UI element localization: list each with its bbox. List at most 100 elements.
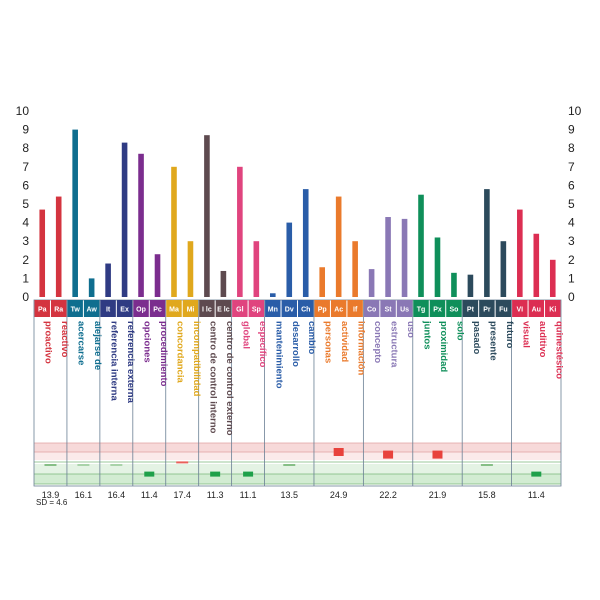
- abbr-box: [265, 300, 281, 317]
- y-tick-label-right: 6: [568, 178, 575, 192]
- bar-mi: [187, 241, 194, 297]
- bar-tg: [418, 194, 424, 297]
- y-tick-label-right: 8: [568, 141, 575, 155]
- group-marker: [44, 464, 57, 466]
- group-marker: [383, 450, 394, 459]
- band-high-inner: [34, 452, 561, 460]
- bar-elc: [220, 270, 227, 297]
- abbr-box: [149, 300, 166, 317]
- abbr-box: [248, 300, 265, 317]
- group-score: 11.1: [240, 490, 257, 500]
- category-abbr: Us: [400, 307, 409, 314]
- bar-ch: [302, 189, 309, 297]
- category-abbr: Op: [136, 307, 146, 314]
- abbr-box: [479, 300, 495, 317]
- bar-st: [385, 217, 391, 297]
- category-abbr: E lc: [217, 307, 230, 314]
- category-abbr: Au: [532, 307, 541, 314]
- group-score: 22.2: [379, 490, 397, 500]
- category-abbr: Ch: [301, 307, 310, 314]
- abbr-box: [528, 300, 545, 317]
- group-score: 17.4: [173, 490, 191, 500]
- bar-ilc: [204, 135, 210, 297]
- group-marker: [176, 461, 189, 464]
- abbr-box: [396, 300, 413, 317]
- category-word: específico: [257, 321, 268, 368]
- group-score: 11.3: [207, 490, 224, 500]
- category-word: futuro: [504, 321, 515, 349]
- bar-gl: [237, 166, 243, 297]
- band-high-outer: [34, 443, 561, 452]
- category-word: referencia interna: [109, 321, 120, 401]
- category-abbr: Tw: [71, 307, 81, 314]
- category-word: concepto: [372, 321, 383, 363]
- category-abbr: Aw: [86, 307, 97, 314]
- bar-pc: [154, 254, 161, 297]
- category-abbr: Pr: [483, 307, 491, 314]
- category-word: cambio: [306, 321, 317, 354]
- category-abbr: It: [106, 307, 111, 314]
- category-abbr: Pc: [153, 307, 162, 314]
- group-score: 21.9: [429, 490, 447, 500]
- bar-co: [368, 269, 375, 297]
- bar-mn: [269, 293, 276, 297]
- abbr-box: [413, 300, 429, 317]
- abbr-box: [100, 300, 116, 317]
- band-low-outer: [34, 474, 561, 484]
- group-score: 13.9: [42, 490, 60, 500]
- group-score: 15.8: [478, 490, 496, 500]
- abbr-box: [166, 300, 182, 317]
- bar-pa: [39, 209, 46, 297]
- category-word: centro de control interno: [207, 321, 218, 434]
- category-word: reactivo: [59, 321, 70, 358]
- abbr-box: [232, 300, 248, 317]
- bar-px: [434, 237, 441, 297]
- category-abbr: VI: [517, 307, 524, 314]
- group-marker: [432, 450, 443, 459]
- group-score: 13.5: [281, 490, 299, 500]
- category-word: incompatibilidad: [191, 321, 202, 397]
- group-marker: [210, 471, 221, 477]
- abbr-box: [545, 300, 561, 317]
- y-tick-label-left: 0: [22, 290, 29, 304]
- abbr-box: [133, 300, 149, 317]
- category-abbr: Tg: [417, 307, 426, 314]
- y-tick-label-left: 7: [22, 160, 29, 174]
- y-axes: 0 0 1 1 2 2 3 3 4 4 5 5 6 6 7 7 8 8 9 9 10 10: [16, 104, 582, 304]
- abbr-box: [34, 300, 50, 317]
- y-tick-label-right: 2: [568, 253, 575, 267]
- abbr-box: [330, 300, 347, 317]
- category-word: proactivo: [43, 321, 54, 364]
- bar-ki: [549, 259, 556, 297]
- abbr-box: [446, 300, 462, 317]
- category-abbr: Px: [433, 307, 442, 314]
- category-word: mantenimiento: [273, 321, 284, 389]
- y-tick-label-left: 2: [22, 253, 29, 267]
- abbr-box: [512, 300, 528, 317]
- group-score: 11.4: [141, 490, 158, 500]
- group-marker: [480, 464, 493, 466]
- category-abbr: Pt: [467, 307, 475, 314]
- bar-pp: [319, 267, 326, 297]
- category-word: estructura: [389, 321, 400, 368]
- category-abbr: Dv: [285, 307, 294, 314]
- sd-note: SD = 4.6: [36, 498, 68, 507]
- category-word: acercarse: [76, 321, 87, 365]
- category-word: actividad: [339, 321, 350, 362]
- abbr-box: [495, 300, 512, 317]
- abbr-box: [462, 300, 479, 317]
- y-tick-label-right: 3: [568, 234, 575, 248]
- category-abbr: Ma: [169, 307, 179, 314]
- category-abbr: Co: [367, 307, 376, 314]
- category-word: personas: [323, 321, 334, 363]
- category-abbr: Ex: [120, 307, 129, 314]
- bar-us: [401, 218, 408, 297]
- category-word: presente: [487, 321, 498, 361]
- y-tick-label-right: 9: [568, 123, 575, 137]
- group-marker: [283, 464, 296, 466]
- abbr-box: [298, 300, 314, 317]
- bar-dv: [286, 222, 293, 297]
- category-abbr: Sp: [252, 307, 261, 314]
